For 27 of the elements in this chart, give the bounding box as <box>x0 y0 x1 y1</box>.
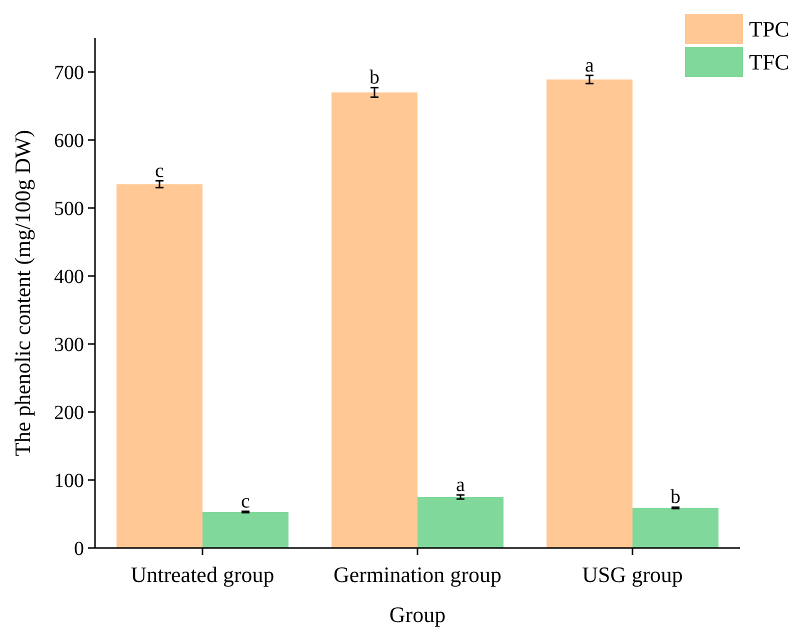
x-tick-label: Germination group <box>333 562 502 587</box>
x-tick-label: USG group <box>582 562 683 587</box>
y-tick-label: 200 <box>54 402 84 424</box>
bar <box>546 79 632 548</box>
data-label: a <box>456 474 466 496</box>
y-tick-label: 100 <box>54 470 84 492</box>
data-label: b <box>370 66 380 89</box>
data-label: c <box>155 160 164 182</box>
y-axis-title: The phenolic content (mg/100g DW) <box>10 130 35 456</box>
legend-label: TFC <box>749 50 790 75</box>
y-tick-label: 0 <box>74 538 84 560</box>
y-tick-label: 600 <box>54 130 84 152</box>
data-label: a <box>585 54 594 76</box>
data-label: b <box>670 486 680 508</box>
bar <box>116 184 202 548</box>
legend-label: TPC <box>749 16 790 42</box>
x-tick-label: Untreated group <box>130 562 274 587</box>
bar <box>418 497 504 548</box>
x-axis-title: Group <box>389 602 446 627</box>
bar <box>632 508 718 548</box>
data-label: c <box>241 490 250 512</box>
y-tick-label: 300 <box>54 334 84 356</box>
y-tick-label: 700 <box>54 62 84 84</box>
y-tick-label: 500 <box>54 198 84 220</box>
bar <box>332 92 418 548</box>
bar <box>202 512 288 548</box>
y-tick-label: 400 <box>54 266 84 288</box>
